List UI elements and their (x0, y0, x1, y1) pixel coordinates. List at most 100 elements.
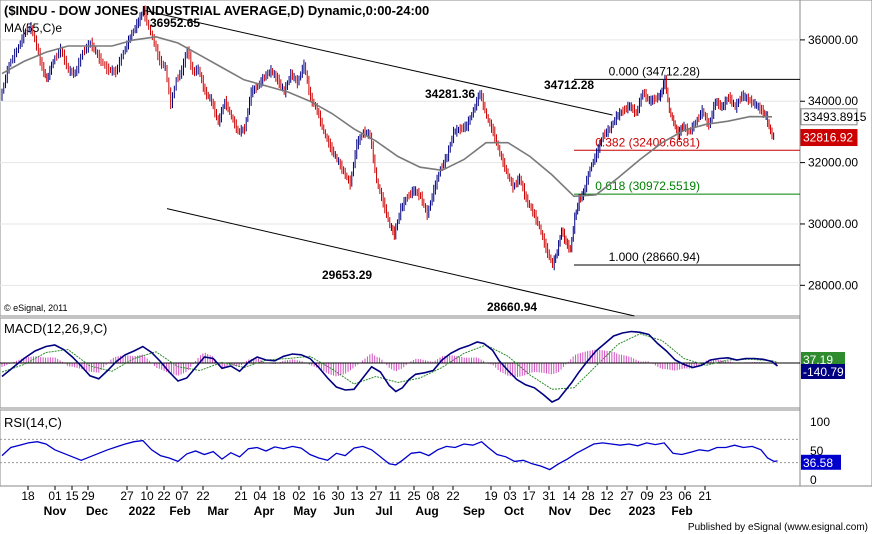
x-day-label: 13 (350, 489, 364, 503)
rsi-panel-title: RSI(14,C) (4, 415, 62, 430)
x-day-label: 10 (140, 489, 154, 503)
x-day-label: 31 (542, 489, 556, 503)
fib-label: 0.618 (30972.5519) (595, 179, 700, 193)
fib-label: 1.000 (28660.94) (609, 250, 700, 264)
x-month-label: Apr (254, 504, 275, 518)
x-day-label: 09 (640, 489, 654, 503)
price-annotation: 36952.65 (150, 16, 200, 30)
x-day-label: 22 (196, 489, 210, 503)
x-day-label: 01 (48, 489, 62, 503)
rsi-panel-frame (0, 409, 801, 487)
x-day-label: 03 (503, 489, 517, 503)
price-annotation: 34712.28 (544, 78, 594, 92)
x-day-label: 14 (562, 489, 576, 503)
price-panel-title: ($INDU - DOW JONES INDUSTRIAL AVERAGE,D)… (4, 3, 429, 18)
fib-label: 0.382 (32400.6681) (595, 135, 700, 149)
last-value-box (800, 108, 858, 126)
last-value-label: 33493.8915 (803, 110, 867, 124)
x-day-label: 28 (581, 489, 595, 503)
x-day-label: 04 (253, 489, 267, 503)
rsi-value-label: 36.58 (803, 456, 833, 470)
price-y-axis: 36000.00 34000.00 32000.00 30000.00 28000.00 (800, 33, 858, 292)
x-day-label: 11 (389, 489, 402, 503)
x-month-label: Nov (549, 504, 572, 518)
footer-credit: Published by eSignal (www.esignal.com) (688, 522, 868, 533)
price-tick-label: 34000.00 (808, 94, 858, 108)
x-month-label: Mar (207, 504, 229, 518)
macd-signal-line (1, 333, 778, 390)
x-day-label: 21 (234, 489, 248, 503)
macd-line (1, 330, 779, 403)
price-gridlines (0, 39, 800, 286)
price-tick-label: 30000.00 (808, 217, 858, 231)
price-tick-label: 32000.00 (808, 156, 858, 170)
rsi-last-values: 36.58 (801, 454, 841, 470)
trend-channel (144, 10, 635, 317)
x-month-label: Jun (333, 504, 354, 518)
rsi-y-axis: 100 50 0 (810, 415, 830, 487)
x-day-label: 27 (620, 489, 634, 503)
macd-value-label: -140.79 (803, 365, 844, 379)
x-month-label: Dec (86, 504, 108, 518)
price-annotation: 34281.36 (425, 87, 475, 101)
x-day-label: 30 (331, 489, 345, 503)
rsi-tick-label: 100 (810, 415, 830, 429)
macd-value-label: 37.19 (803, 353, 833, 367)
price-tick-label: 28000.00 (808, 278, 858, 292)
price-scale-frame (799, 0, 872, 487)
price-last-values: 33493.8915 32816.92 (800, 108, 867, 147)
x-day-label: 08 (426, 489, 440, 503)
x-month-label: Feb (169, 504, 190, 518)
copyright-label: © eSignal, 2011 (4, 303, 68, 313)
x-day-label: 07 (175, 489, 189, 503)
x-day-label: 06 (678, 489, 692, 503)
fibonacci-levels: 0.000 (34712.28) 0.382 (32400.6681) 0.618 … (574, 64, 800, 266)
macd-value-box (801, 352, 845, 367)
x-month-label: Jul (375, 504, 392, 518)
channel-line (144, 10, 613, 116)
rsi-line (1, 439, 778, 471)
x-day-label: 21 (698, 489, 712, 503)
x-day-label: 19 (484, 489, 498, 503)
x-day-label: 29 (81, 489, 95, 503)
x-day-label: 22 (157, 489, 171, 503)
x-month-label: Dec (589, 504, 611, 518)
macd-histogram (1, 349, 777, 378)
x-day-label: 27 (369, 489, 383, 503)
x-day-label: 16 (312, 489, 326, 503)
macd-panel-title: MACD(12,26,9,C) (4, 321, 107, 336)
x-month-label: 2022 (129, 504, 156, 518)
x-day-label: 25 (407, 489, 421, 503)
x-day-label: 17 (522, 489, 536, 503)
price-annotations: 36952.65 34281.36 34712.28 29653.29 28660.94… (4, 16, 594, 314)
channel-line (166, 208, 635, 317)
fib-label: 0.000 (34712.28) (609, 64, 700, 78)
x-day-label: 22 (446, 489, 460, 503)
last-value-box (800, 129, 858, 147)
rsi-tick-label: 0 (810, 473, 817, 487)
rsi-value-box (801, 454, 841, 470)
macd-value-box (801, 364, 845, 379)
x-day-label: 23 (659, 489, 673, 503)
x-month-label: Nov (44, 504, 67, 518)
x-day-label: 02 (292, 489, 306, 503)
x-month-label: Sep (463, 504, 485, 518)
macd-last-values: 37.19-140.79 (801, 352, 845, 379)
x-axis: 18 01 15 29 27 10 22 07 22 21 04 18 02 16 30 13 27 11 25 08… (21, 486, 712, 518)
price-annotation: 28660.94 (487, 300, 537, 314)
x-month-label: Oct (504, 504, 524, 518)
price-annotation: 29653.29 (322, 268, 372, 282)
rsi-tick-label: 50 (810, 444, 824, 458)
x-month-label: 2023 (629, 504, 656, 518)
price-tick-label: 36000.00 (808, 33, 858, 47)
x-month-label: Feb (671, 504, 692, 518)
x-day-label: 15 (65, 489, 79, 503)
x-month-label: Aug (415, 504, 438, 518)
x-day-label: 18 (272, 489, 286, 503)
x-month-label: May (293, 504, 317, 518)
x-day-label: 18 (21, 489, 35, 503)
ma-55-line (1, 35, 773, 198)
last-value-label: 32816.92 (803, 131, 853, 145)
x-day-label: 27 (120, 489, 134, 503)
